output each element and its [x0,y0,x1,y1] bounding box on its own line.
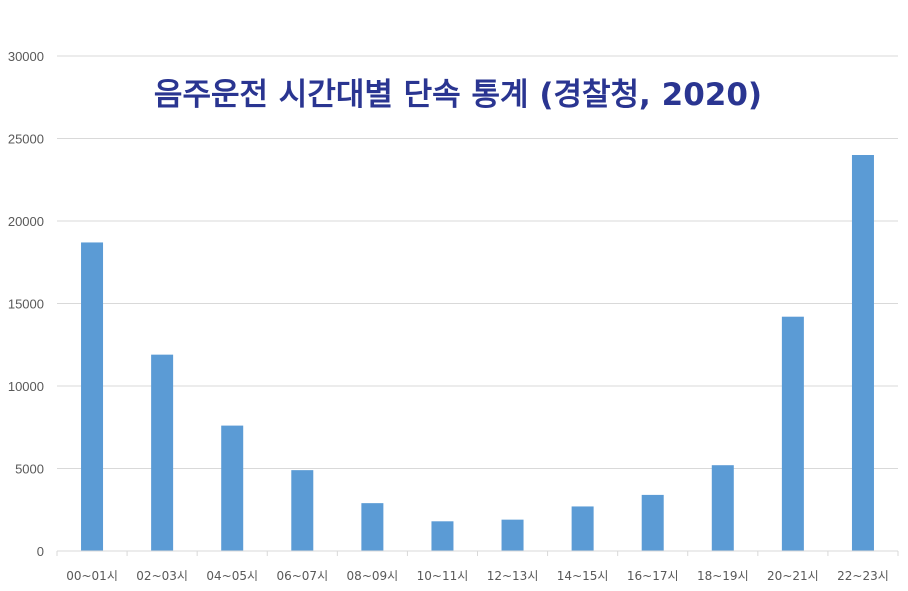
y-tick-label: 20000 [8,214,44,229]
y-tick-label: 30000 [8,49,44,64]
x-tick-label: 06~07시 [276,569,328,583]
x-tick-label: 16~17시 [627,569,679,583]
chart-title: 음주운전 시간대별 단속 통계 (경찰청, 2020) [154,77,762,113]
x-tick-label: 10~11시 [417,569,469,583]
x-tick-label: 12~13시 [487,569,539,583]
x-axis-tick-labels: 00~01시 02~03시 04~05시 06~07시 08~09시 10~11시 12~1… [66,569,889,583]
bar [781,316,804,551]
bars [81,155,874,551]
y-axis-tick-labels: 0 5000 10000 15000 20000 25000 30000 [8,49,44,559]
x-tick-label: 02~03시 [136,569,188,583]
x-tick-label: 18~19시 [697,569,749,583]
gridlines [57,55,898,469]
bar [431,521,454,551]
bar [571,506,594,551]
x-tick-label: 14~15시 [557,569,609,583]
bar [221,425,244,551]
y-tick-label: 0 [37,544,44,559]
bar [81,242,104,551]
bar [641,494,664,551]
y-tick-label: 15000 [8,297,44,312]
bar [291,470,314,551]
x-tick-label: 00~01시 [66,569,118,583]
x-tick-label: 20~21시 [767,569,819,583]
x-tick-label: 22~23시 [837,569,889,583]
bar [151,354,174,551]
x-tick-label: 08~09시 [347,569,399,583]
y-tick-label: 25000 [8,132,44,147]
x-tick-label: 04~05시 [206,569,258,583]
x-axis [56,550,899,556]
bar [711,465,734,551]
bar [361,503,384,551]
y-tick-label: 5000 [15,462,44,477]
bar [851,155,874,551]
y-tick-label: 10000 [8,379,44,394]
bar [501,519,524,551]
